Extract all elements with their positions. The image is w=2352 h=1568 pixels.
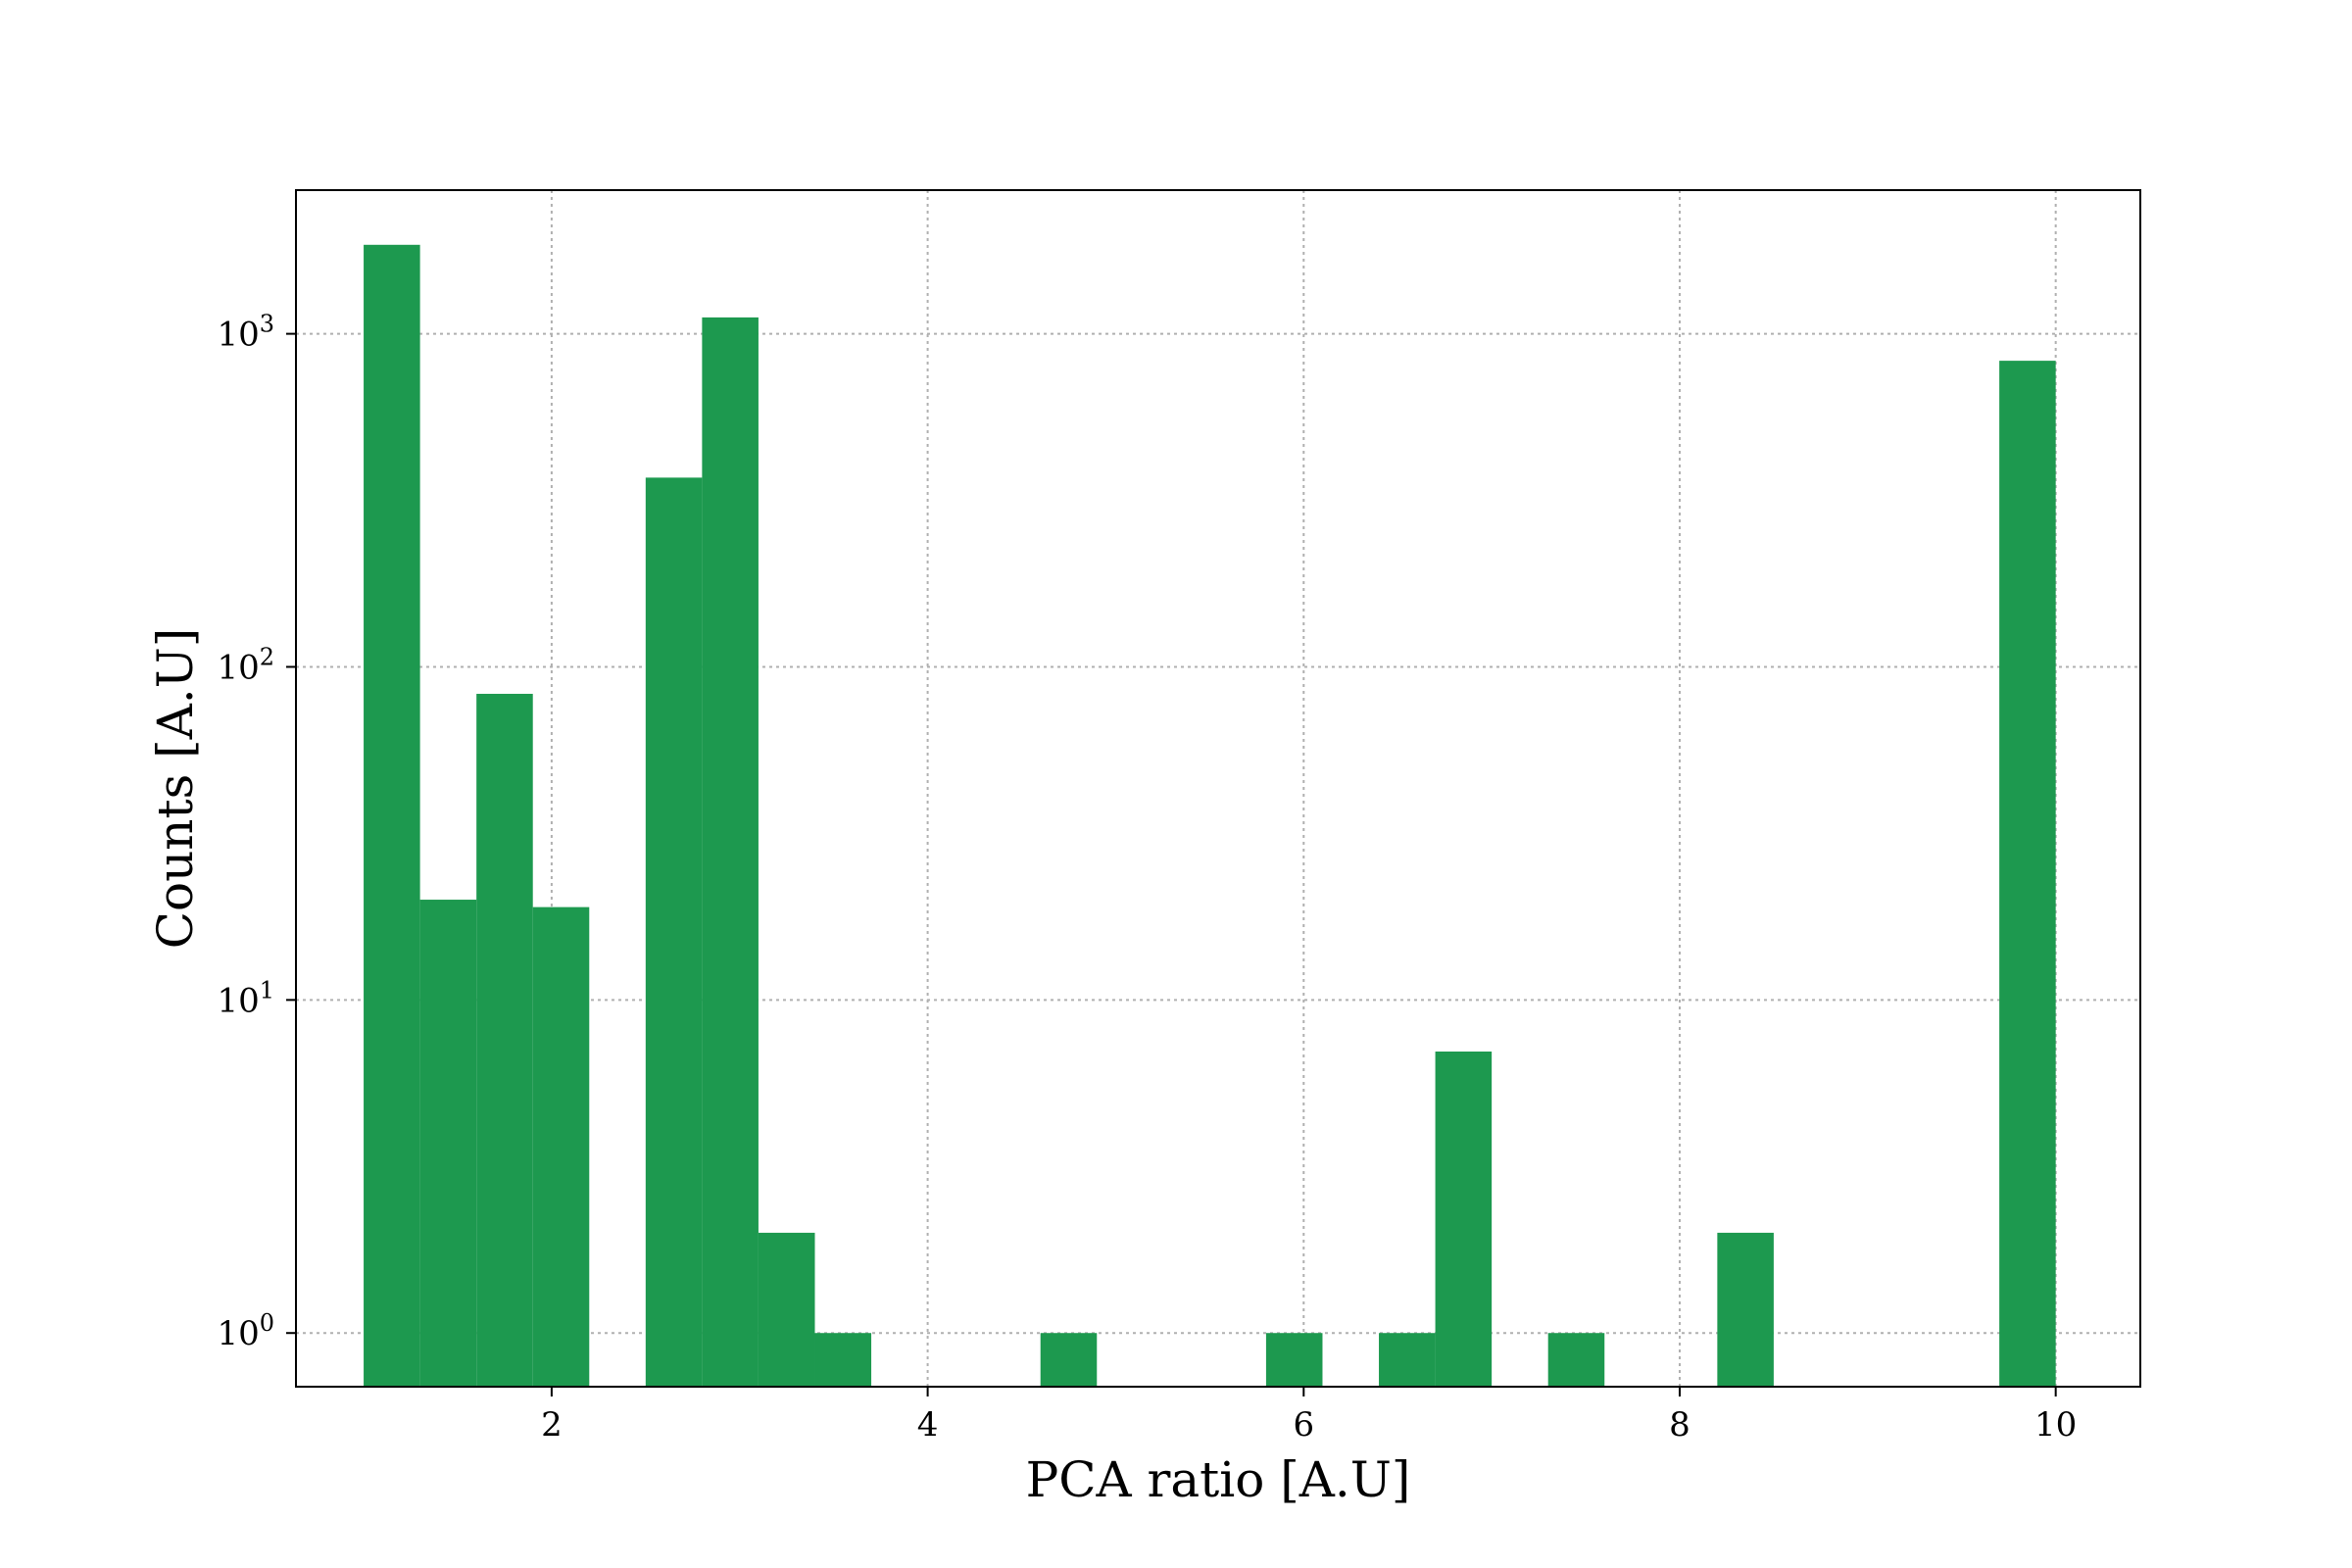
y-tick-label: 102: [217, 643, 274, 687]
histogram-bar: [1435, 1052, 1493, 1387]
histogram-bar: [1999, 361, 2056, 1387]
histogram-bar: [364, 244, 420, 1388]
ticks-layer: 2 4 6 8 10 100 101 102 103: [217, 311, 2077, 1445]
y-axis-label: Counts [A.U]: [147, 628, 204, 950]
histogram-bar: [1717, 1232, 1774, 1387]
histogram-bar: [645, 477, 703, 1387]
x-tick-label: 4: [917, 1405, 939, 1445]
x-tick-label: 6: [1293, 1405, 1314, 1445]
histogram-bar: [1265, 1333, 1323, 1387]
histogram-bar: [758, 1232, 815, 1387]
histogram-bar: [1379, 1333, 1436, 1387]
y-tick-label: 103: [217, 311, 274, 355]
histogram-bar: [419, 900, 477, 1387]
x-axis-label: PCA ratio [A.U]: [1026, 1451, 1411, 1508]
plot-frame: [295, 189, 2141, 1388]
histogram-bar: [1040, 1333, 1098, 1387]
histogram-bar: [532, 906, 590, 1387]
y-tick-label: 101: [217, 976, 274, 1020]
y-tick-label: 100: [217, 1309, 274, 1353]
x-tick-label: 2: [541, 1405, 563, 1445]
x-tick-label: 10: [2034, 1405, 2077, 1445]
histogram-bar: [702, 317, 759, 1388]
histogram-bar: [476, 693, 533, 1387]
histogram-bar: [814, 1333, 872, 1387]
x-tick-label: 8: [1669, 1405, 1690, 1445]
bars-layer: [364, 244, 2056, 1388]
histogram-bar: [1547, 1333, 1605, 1387]
